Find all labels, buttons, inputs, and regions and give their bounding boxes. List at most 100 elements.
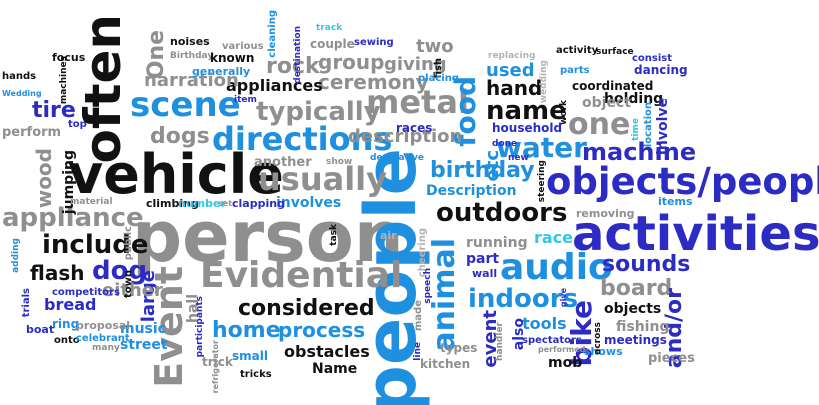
word-one: one xyxy=(568,107,631,142)
word-clapping: clapping xyxy=(232,197,285,210)
word-tire: tire xyxy=(32,98,76,123)
word-water: water xyxy=(496,131,587,164)
word-public: public xyxy=(123,226,134,261)
word-process: process xyxy=(278,318,366,342)
word-either: either xyxy=(102,280,163,301)
word-spectators: spectators xyxy=(522,335,582,346)
word-music: music xyxy=(120,321,166,337)
word-hands: hands xyxy=(2,71,37,82)
word-objects: objects xyxy=(604,301,662,317)
word-number: number xyxy=(178,197,226,210)
word-holding: holding xyxy=(604,91,664,107)
word-removing: removing xyxy=(576,207,635,220)
word-handler: handler xyxy=(495,322,505,361)
word-sounds: sounds xyxy=(602,252,691,277)
word-work: work xyxy=(559,100,569,125)
word-another: another xyxy=(254,155,312,170)
word-often: often xyxy=(74,14,132,164)
word-kitchen: kitchen xyxy=(420,357,471,371)
word-mob: mob xyxy=(548,355,583,371)
word-steering: steering xyxy=(537,160,547,203)
word-dogs: dogs xyxy=(150,124,210,149)
word-show: show xyxy=(326,157,353,167)
word-boat: boat xyxy=(26,323,55,336)
word-participants: participants xyxy=(195,296,205,358)
word-refrigerator: refrigerator xyxy=(211,340,220,394)
word-replacing: replacing xyxy=(488,51,536,61)
word-item: item xyxy=(234,95,257,105)
word-group: group xyxy=(318,50,385,74)
word-items: items xyxy=(658,195,693,208)
word-surface: surface xyxy=(596,47,634,57)
word-wood: wood xyxy=(32,148,56,209)
word-typically: typically xyxy=(256,97,381,127)
word-animal: animal xyxy=(427,238,462,352)
word-dog: dog xyxy=(92,256,148,286)
word-small: small xyxy=(232,349,268,363)
word-hand: hand xyxy=(486,76,543,100)
word-sewing: sewing xyxy=(354,37,394,48)
word-town: town xyxy=(123,270,134,299)
word-destination: destination xyxy=(293,26,303,84)
word-many: many xyxy=(92,343,120,353)
word-meetings: meetings xyxy=(604,333,667,347)
word-machine: machine xyxy=(582,138,697,166)
word-involve: involve xyxy=(655,98,671,155)
word-types: types xyxy=(440,341,478,355)
word-consist: consist xyxy=(632,53,673,64)
word-across: across xyxy=(593,322,603,355)
word-name-cap: Name xyxy=(312,361,358,377)
word-location: location xyxy=(643,102,654,148)
word-air: air xyxy=(380,229,397,242)
word-object: object xyxy=(582,95,631,111)
word-performed: performed xyxy=(538,345,586,354)
word-household: household xyxy=(492,121,563,135)
word-home: home xyxy=(212,318,281,343)
word-narration: narration xyxy=(144,70,239,91)
word-description: description xyxy=(348,126,463,147)
word-generally: generally xyxy=(192,65,251,78)
word-rock: rock xyxy=(266,54,320,79)
word-include: include xyxy=(42,230,149,260)
word-set: set xyxy=(218,199,233,208)
word-birthday-cap: Birthday xyxy=(170,51,214,61)
word-name: name xyxy=(486,96,567,126)
word-obstacles: obstacles xyxy=(284,342,370,361)
word-person: person xyxy=(132,196,404,278)
word-two: two xyxy=(416,36,454,57)
word-proposal: proposal xyxy=(76,319,131,332)
word-track: track xyxy=(316,23,343,33)
word-flash: flash xyxy=(30,261,85,285)
word-speech: speech xyxy=(423,268,433,304)
word-audio: audio xyxy=(500,247,613,288)
word-onto: onto xyxy=(54,335,80,346)
word-indoors: indoors xyxy=(468,284,579,314)
word-coordinated: coordinated xyxy=(572,79,654,93)
word-give: give xyxy=(559,288,568,308)
word-trick: trick xyxy=(202,355,233,369)
word-used: used xyxy=(486,60,535,81)
word-objects-people: objects/people xyxy=(546,160,819,203)
word-adding: adding xyxy=(11,238,21,273)
word-noises: noises xyxy=(170,35,210,48)
word-perform: perform xyxy=(2,125,62,140)
word-description-cap: Description xyxy=(426,183,517,199)
word-directions: directions xyxy=(212,120,393,158)
word-usually: usually xyxy=(258,160,387,198)
word-known: known xyxy=(210,51,255,65)
word-metal: metal xyxy=(366,83,469,121)
word-tricks: tricks xyxy=(240,369,272,380)
word-time: time xyxy=(631,118,641,141)
word-scene: scene xyxy=(130,85,241,125)
word-shows: shows xyxy=(584,345,623,358)
word-board: board xyxy=(600,276,673,301)
word-new: new xyxy=(508,153,529,163)
word-street: street xyxy=(120,337,168,353)
word-activities: activities xyxy=(572,206,819,262)
word-wedding-cap: Wedding xyxy=(2,89,42,98)
word-birthday: birthday xyxy=(430,158,535,183)
word-placing: placing xyxy=(418,73,459,84)
word-pieces: pieces xyxy=(648,351,695,366)
word-dancing: dancing xyxy=(634,63,688,77)
